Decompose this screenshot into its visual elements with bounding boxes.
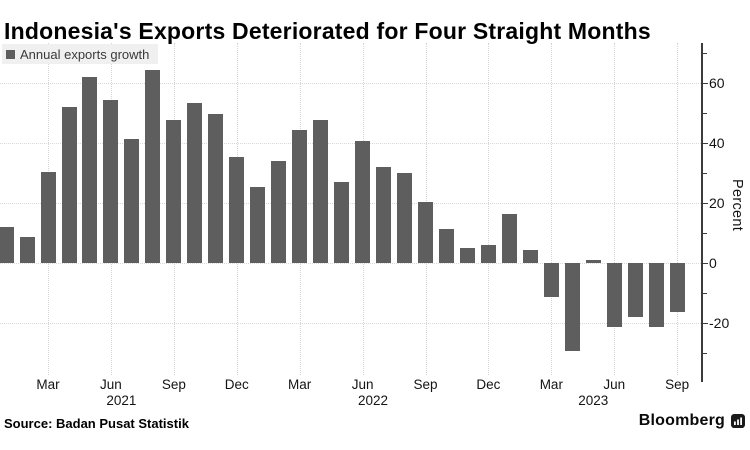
y-axis-major-tick [702, 202, 708, 205]
bar-aug-2021 [145, 70, 161, 264]
x-tick-label: Jun [603, 377, 626, 392]
vertical-gridline [551, 43, 553, 375]
bar-apr-2022 [313, 119, 329, 264]
y-axis-line [701, 43, 703, 382]
chart-title: Indonesia's Exports Deteriorated for Fou… [4, 18, 651, 45]
x-tick-label: Sep [665, 377, 690, 392]
y-axis-minor-tick [702, 173, 707, 175]
bar-apr-2023 [564, 263, 580, 352]
bar-jul-2023 [627, 263, 643, 318]
bar-mar-2022 [292, 129, 308, 264]
y-tick-label: 0 [709, 255, 717, 272]
x-tick-label: Mar [288, 377, 312, 392]
bar-feb-2021 [19, 237, 35, 264]
bar-mar-2023 [543, 263, 559, 297]
y-axis-minor-tick [702, 113, 707, 115]
y-tick-label: -20 [709, 315, 730, 332]
vertical-gridline [488, 43, 490, 375]
x-tick-label: Mar [539, 377, 563, 392]
horizontal-gridline [0, 83, 701, 85]
bar-dec-2022 [480, 244, 496, 264]
bar-jul-2022 [376, 167, 392, 264]
y-axis-minor-tick [702, 293, 707, 295]
y-axis-minor-tick [702, 233, 707, 235]
bar-nov-2021 [208, 114, 224, 264]
bar-feb-2022 [271, 160, 287, 264]
bar-dec-2021 [229, 157, 245, 264]
bar-oct-2021 [187, 102, 203, 264]
y-tick-label: 40 [709, 135, 725, 152]
year-label: 2021 [106, 393, 137, 408]
bar-jan-2023 [501, 213, 517, 264]
bar-sep-2022 [418, 202, 433, 264]
y-tick-label: 20 [709, 195, 725, 212]
legend-swatch-icon [6, 49, 15, 59]
bar-mar-2021 [40, 171, 56, 264]
horizontal-gridline [0, 143, 701, 145]
y-axis-major-tick [702, 262, 708, 265]
horizontal-gridline [0, 263, 701, 265]
brand-mark: Bloomberg [639, 412, 745, 430]
vertical-gridline [614, 43, 616, 375]
x-tick-label: Dec [224, 377, 249, 392]
y-axis-minor-tick [702, 353, 707, 355]
bar-may-2021 [82, 77, 98, 264]
bar-jun-2023 [606, 263, 622, 327]
horizontal-gridline [0, 323, 701, 325]
y-tick-label: 60 [709, 75, 725, 92]
chart-area: Indonesia's Exports Deteriorated for Fou… [0, 18, 745, 408]
horizontal-gridline [0, 203, 701, 205]
y-axis-major-tick [702, 322, 708, 325]
bloomberg-terminal-icon [731, 414, 745, 428]
bar-feb-2023 [522, 249, 538, 264]
bar-oct-2022 [438, 228, 454, 264]
vertical-gridline [677, 43, 679, 375]
bar-aug-2022 [397, 172, 413, 264]
x-tick-label: Sep [413, 377, 438, 392]
bar-nov-2022 [459, 248, 475, 264]
year-label: 2023 [578, 393, 609, 408]
legend: Annual exports growth [2, 44, 159, 64]
y-axis-minor-tick [702, 53, 707, 55]
legend-label: Annual exports growth [20, 46, 150, 62]
brand-wordmark: Bloomberg [638, 412, 725, 429]
year-label: 2022 [358, 393, 389, 408]
bar-jul-2021 [124, 139, 140, 264]
x-tick-label: Mar [36, 377, 60, 392]
bar-jan-2021 [0, 226, 14, 264]
source-credit: Source: Badan Pusat Statistik [4, 416, 189, 431]
y-axis-major-tick [702, 142, 708, 145]
bar-jun-2022 [355, 141, 371, 264]
y-axis-major-tick [702, 82, 708, 85]
x-tick-label: Jun [351, 377, 374, 392]
bar-sep-2023 [669, 263, 685, 312]
bar-may-2022 [334, 182, 350, 264]
bar-jan-2022 [250, 187, 266, 264]
y-axis-title: Percent [729, 179, 745, 232]
bar-aug-2023 [648, 263, 664, 327]
bar-jun-2021 [103, 99, 119, 264]
x-tick-label: Dec [476, 377, 501, 392]
x-tick-label: Jun [100, 377, 122, 392]
bar-may-2023 [585, 260, 601, 264]
bar-sep-2021 [166, 120, 182, 264]
x-tick-label: Sep [161, 377, 186, 392]
bar-apr-2021 [61, 107, 77, 264]
